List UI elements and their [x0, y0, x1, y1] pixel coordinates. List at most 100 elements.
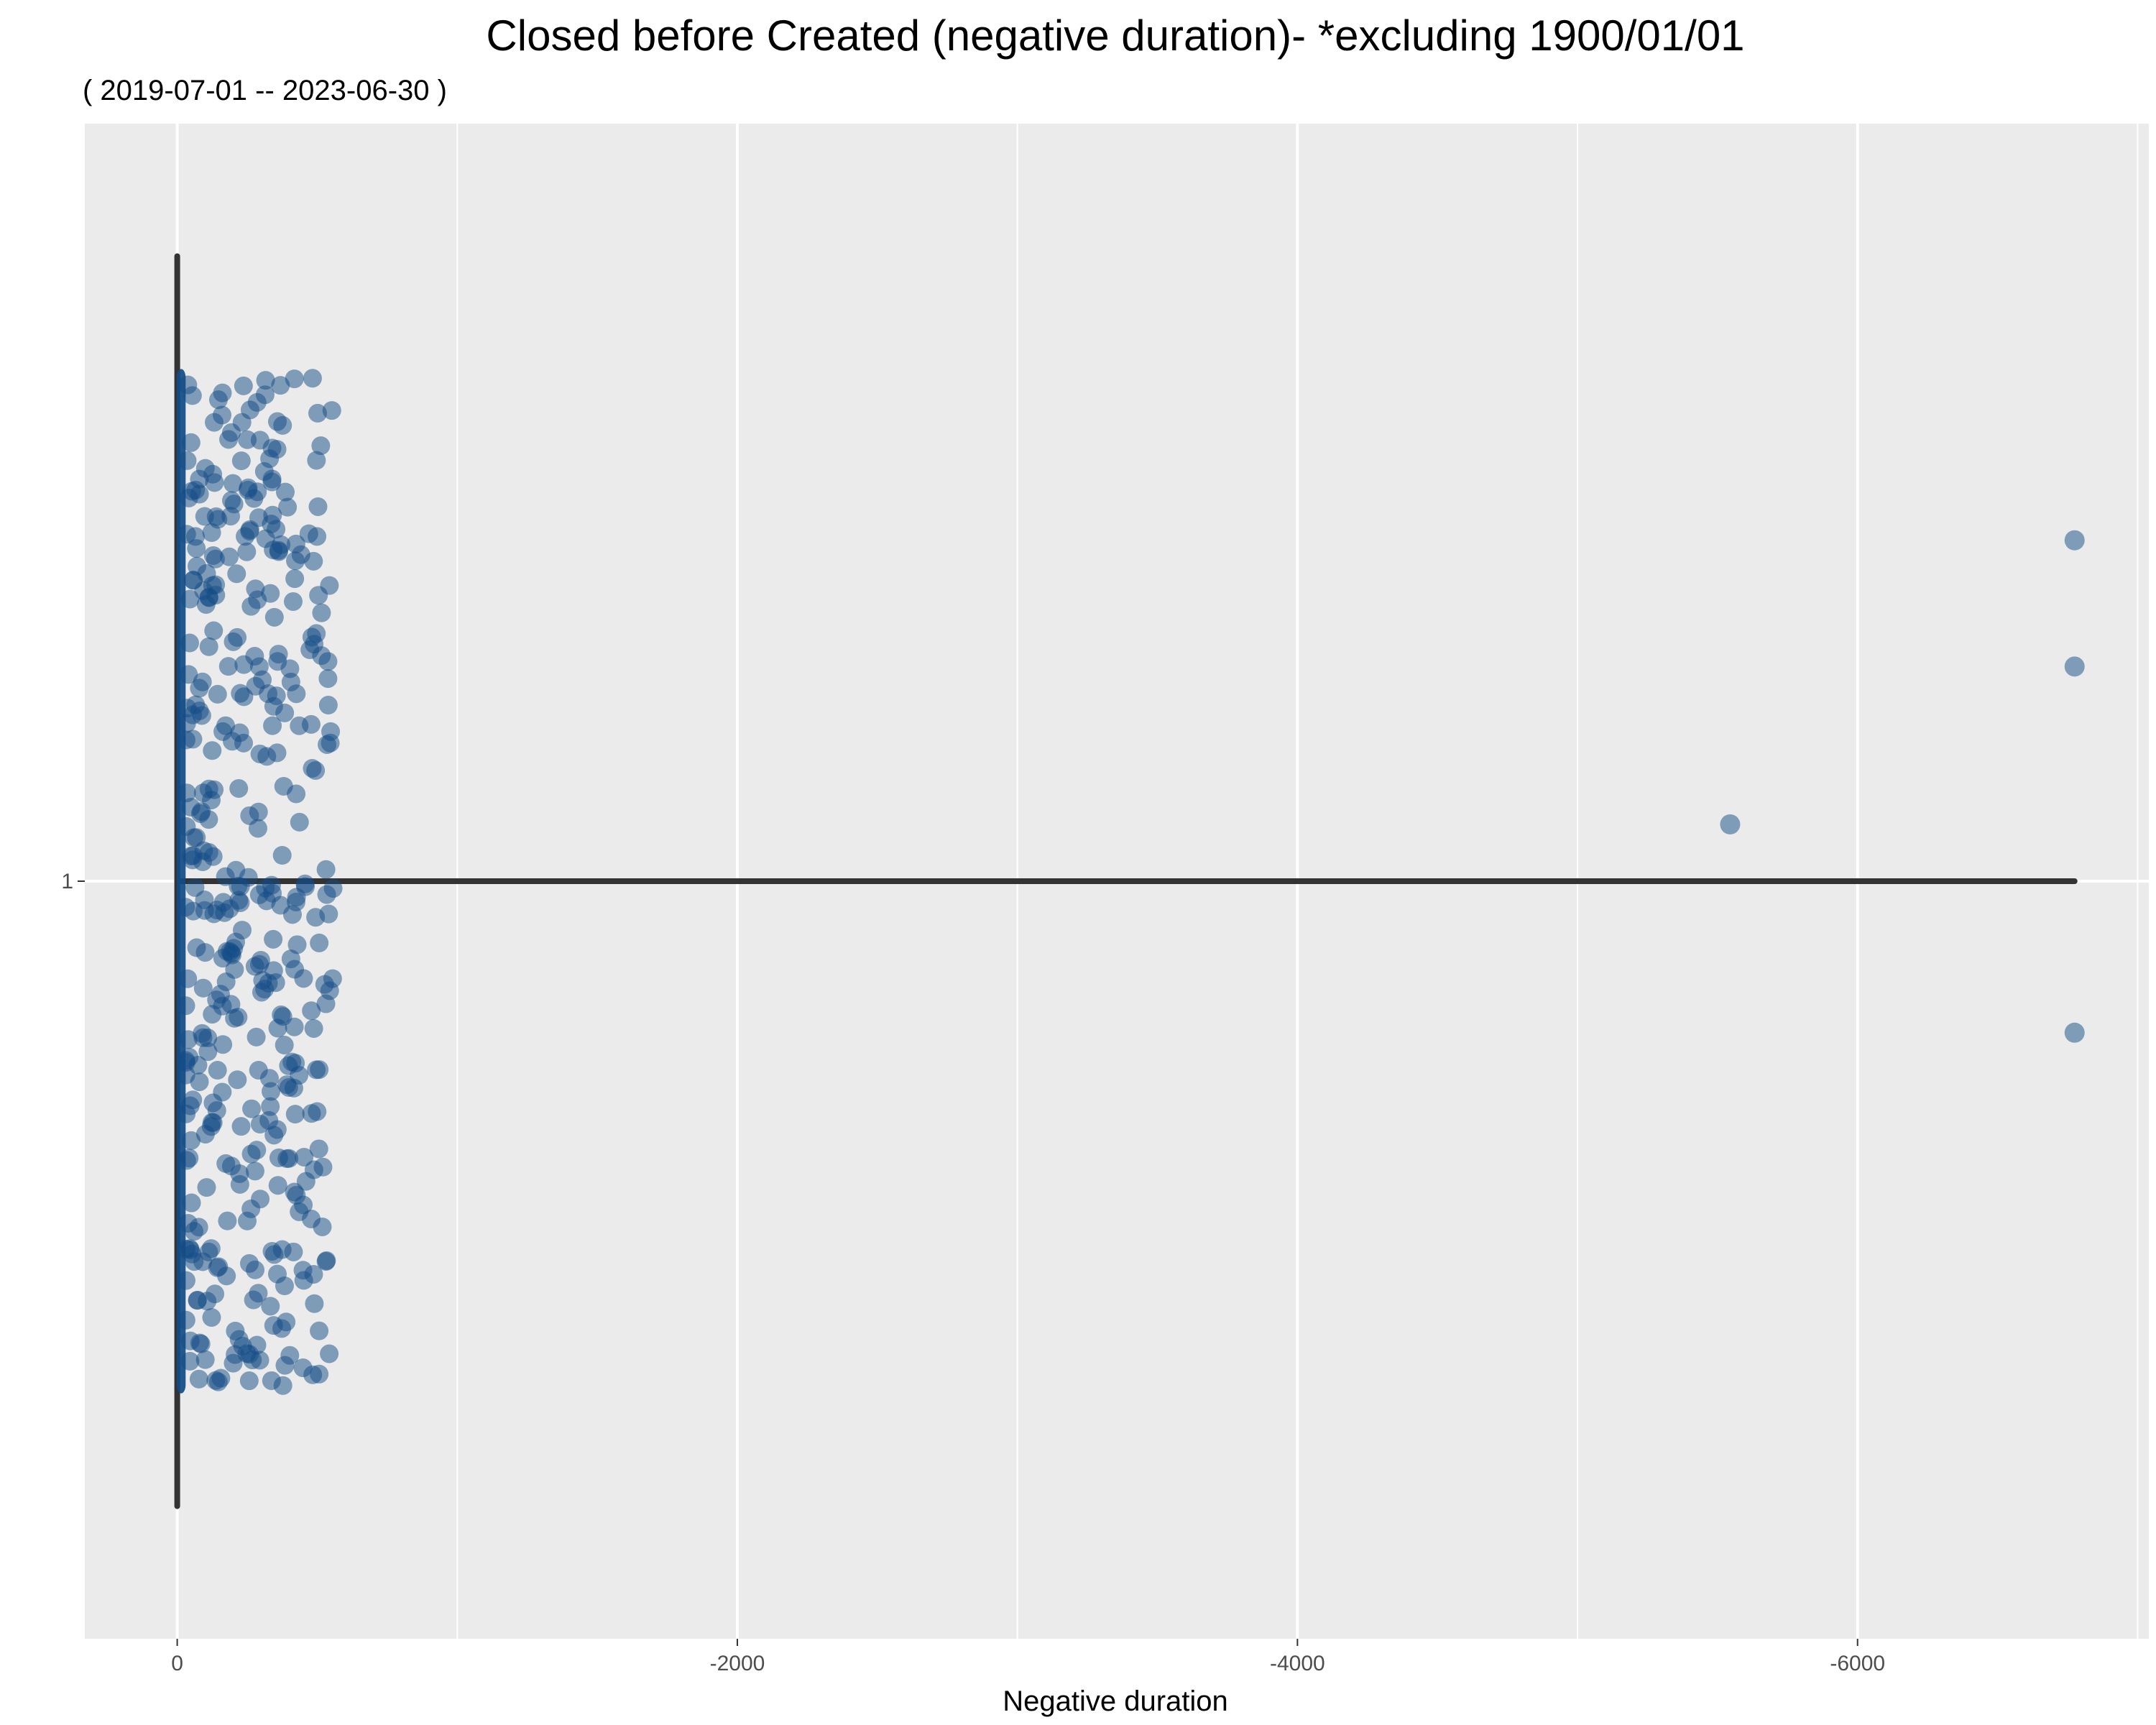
data-point	[208, 1372, 228, 1392]
data-point	[193, 978, 213, 998]
data-point	[295, 874, 315, 893]
data-point	[286, 551, 305, 571]
data-point	[256, 371, 275, 390]
data-point	[284, 1078, 303, 1098]
data-point	[180, 589, 200, 609]
data-point	[317, 885, 336, 904]
data-point	[199, 810, 218, 829]
data-point	[229, 891, 249, 910]
data-point	[306, 908, 326, 927]
data-point	[310, 1321, 329, 1340]
data-point	[221, 491, 241, 510]
data-point	[230, 1174, 249, 1194]
data-point	[204, 621, 224, 640]
data-point	[234, 687, 254, 707]
data-point	[245, 1162, 264, 1181]
data-point	[275, 1276, 294, 1296]
data-point	[294, 969, 313, 988]
data-point	[234, 376, 253, 395]
data-point	[203, 741, 222, 760]
data-point	[193, 783, 213, 803]
data-point	[213, 405, 232, 425]
data-point	[223, 732, 242, 751]
data-point	[224, 632, 243, 651]
data-point	[308, 527, 327, 546]
data-point	[307, 451, 326, 470]
data-point	[264, 961, 283, 980]
data-point	[278, 497, 298, 517]
data-point	[264, 1316, 283, 1335]
data-point	[248, 590, 267, 610]
data-point	[216, 716, 235, 735]
data-point	[227, 564, 247, 584]
data-point	[318, 669, 338, 689]
data-point	[203, 546, 223, 565]
data-point	[241, 1199, 261, 1218]
data-point	[272, 1240, 292, 1259]
data-point	[180, 633, 199, 653]
data-point	[264, 607, 284, 627]
data-point	[275, 482, 295, 502]
data-point	[275, 1036, 294, 1055]
data-point	[221, 507, 241, 526]
data-point	[231, 1117, 251, 1136]
data-points	[176, 369, 2085, 1395]
data-point	[215, 903, 234, 922]
data-point	[239, 478, 258, 497]
data-point	[275, 703, 295, 722]
data-point	[251, 950, 270, 970]
data-point	[286, 534, 305, 553]
data-point	[228, 1070, 247, 1090]
data-point	[209, 1257, 229, 1276]
data-point	[263, 716, 282, 735]
data-point	[218, 657, 238, 676]
data-point	[178, 451, 197, 470]
data-point	[318, 696, 338, 715]
data-point	[272, 1005, 291, 1024]
outlier-point	[2064, 1022, 2085, 1043]
data-point	[287, 935, 307, 954]
data-point	[193, 1252, 213, 1271]
data-point	[219, 547, 239, 566]
data-point	[183, 571, 203, 590]
y-tick-label: 1	[61, 870, 73, 893]
data-point	[308, 1102, 327, 1121]
data-point	[176, 1271, 195, 1290]
data-point	[189, 1218, 208, 1237]
data-point	[250, 1115, 270, 1134]
data-point	[202, 1307, 221, 1327]
dense-band	[176, 369, 186, 1394]
data-point	[199, 637, 218, 656]
data-point	[295, 1147, 314, 1167]
data-point	[193, 1028, 213, 1047]
data-point	[304, 1264, 323, 1284]
data-point	[318, 652, 338, 671]
data-point	[240, 400, 259, 420]
data-point	[180, 1096, 200, 1116]
data-point	[273, 1376, 292, 1395]
data-point	[268, 1176, 287, 1195]
data-point	[180, 1351, 200, 1371]
data-point	[213, 949, 232, 968]
data-point	[264, 929, 283, 949]
data-point	[316, 1252, 336, 1271]
data-point	[316, 860, 336, 879]
data-point	[249, 1060, 268, 1080]
data-point	[192, 706, 211, 725]
data-point	[303, 758, 322, 778]
data-point	[310, 933, 329, 952]
data-point	[181, 1131, 201, 1150]
data-point	[183, 730, 203, 749]
data-point	[285, 1105, 305, 1124]
data-point	[264, 1126, 284, 1145]
data-point	[179, 488, 198, 507]
outlier-point	[1720, 814, 1741, 834]
axes: 0 -2000 -4000 -6000 1	[61, 870, 1885, 1675]
data-point	[176, 1053, 195, 1072]
data-point	[208, 1061, 227, 1080]
data-point	[190, 1333, 209, 1353]
x-tick-label: -6000	[1830, 1652, 1885, 1675]
data-point	[195, 1350, 215, 1369]
data-point	[179, 665, 198, 684]
data-point	[178, 1030, 198, 1049]
